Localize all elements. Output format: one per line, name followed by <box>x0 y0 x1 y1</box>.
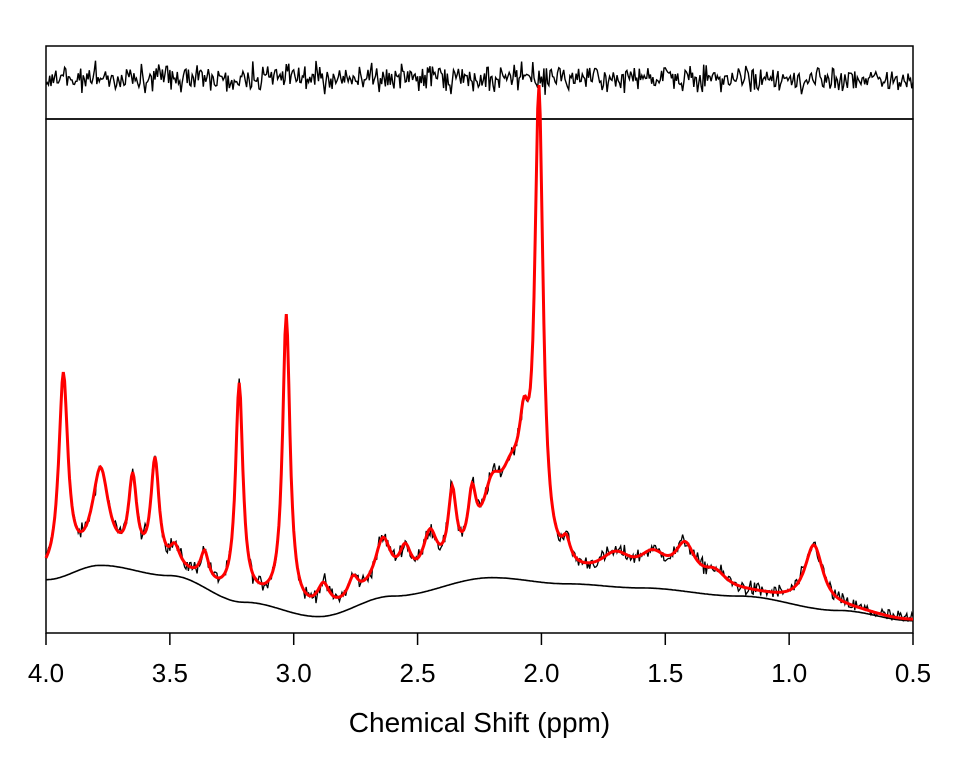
residual-panel <box>45 45 914 120</box>
baseline-series <box>46 564 913 622</box>
x-tick-label: 3.0 <box>276 658 312 688</box>
x-tick-label: 2.5 <box>399 658 435 688</box>
x-tick-label: 1.5 <box>647 658 683 688</box>
spectrum-panel <box>44 85 914 634</box>
x-tick-label: 0.5 <box>895 658 931 688</box>
residual-trace <box>45 60 914 95</box>
x-axis-title: Chemical Shift (ppm) <box>349 707 610 738</box>
x-tick-label: 1.0 <box>771 658 807 688</box>
data-series <box>45 89 914 623</box>
x-tick-label: 4.0 <box>28 658 64 688</box>
spectrum-frame <box>45 118 914 634</box>
x-tick-label: 3.5 <box>152 658 188 688</box>
x-axis: 4.0 3.5 3.0 2.5 2.0 1.5 1.0 0.5 <box>28 633 931 688</box>
fit-series <box>44 85 913 621</box>
x-tick-label: 2.0 <box>523 658 559 688</box>
